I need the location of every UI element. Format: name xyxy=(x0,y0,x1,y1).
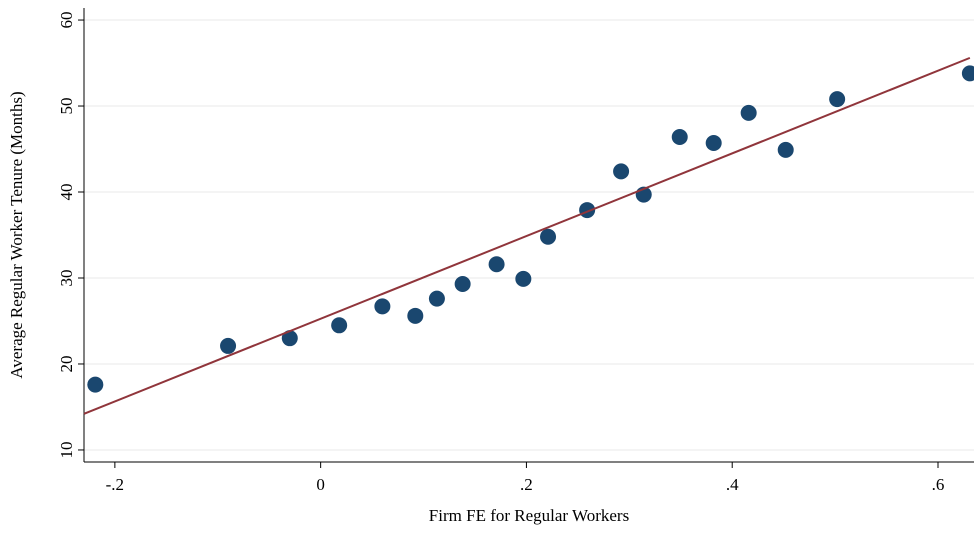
point xyxy=(740,104,757,121)
y-tick-label: 20 xyxy=(57,355,76,372)
point xyxy=(961,65,974,82)
x-tick-label: .6 xyxy=(932,475,945,494)
y-axis-label: Average Regular Worker Tenure (Months) xyxy=(7,91,26,378)
point xyxy=(777,141,794,158)
point xyxy=(374,298,391,315)
point xyxy=(428,290,445,307)
x-tick-label: .4 xyxy=(726,475,739,494)
point xyxy=(488,256,505,273)
point xyxy=(87,376,104,393)
fit-line xyxy=(83,56,971,415)
y-tick-label: 30 xyxy=(57,269,76,286)
point xyxy=(281,330,298,347)
x-tick-label: -.2 xyxy=(106,475,124,494)
point xyxy=(515,270,532,287)
point xyxy=(613,163,630,180)
point xyxy=(829,91,846,108)
y-tick-label: 40 xyxy=(57,184,76,201)
point xyxy=(220,337,237,354)
point xyxy=(705,134,722,151)
point xyxy=(540,228,557,245)
x-tick-label: .2 xyxy=(520,475,533,494)
x-axis-label: Firm FE for Regular Workers xyxy=(429,506,629,525)
y-tick-label: 50 xyxy=(57,98,76,115)
point xyxy=(407,307,424,324)
y-tick-label: 10 xyxy=(57,441,76,458)
x-tick-label: 0 xyxy=(316,475,325,494)
y-tick-label: 60 xyxy=(57,12,76,29)
point xyxy=(671,128,688,145)
point xyxy=(454,276,471,293)
point xyxy=(331,317,348,334)
